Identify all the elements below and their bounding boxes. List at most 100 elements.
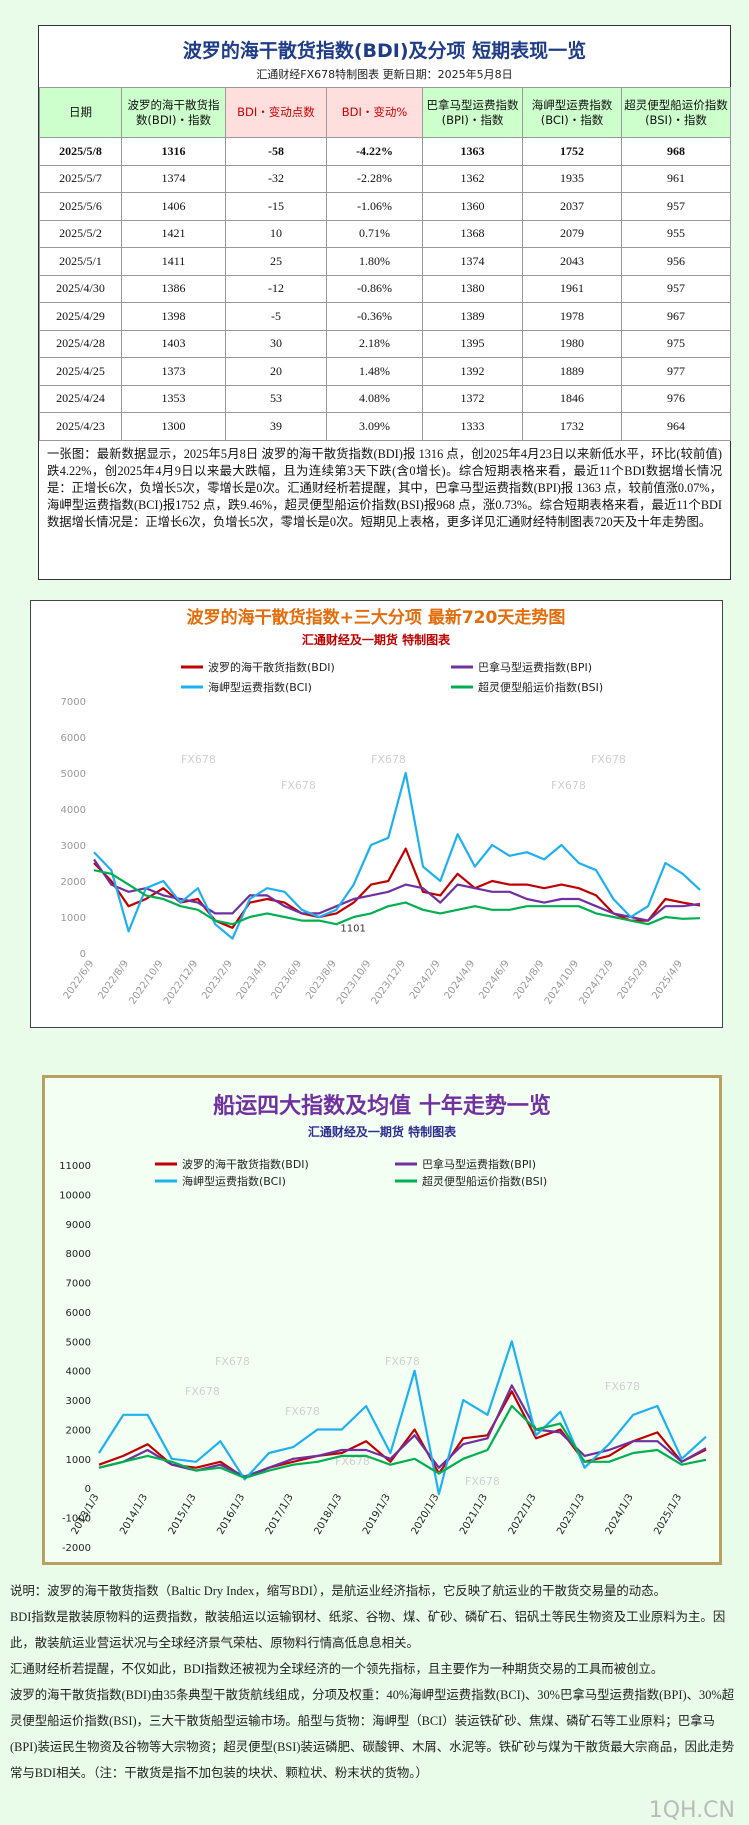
table-cell: -0.36% — [326, 302, 423, 331]
table-cell: 39 — [225, 412, 327, 441]
table-cell: 1333 — [422, 412, 523, 441]
y-tick-label: 2000 — [66, 1425, 91, 1436]
table-cell: 53 — [225, 384, 327, 413]
table-cell: 1300 — [121, 412, 226, 441]
table-cell: 1411 — [121, 247, 226, 276]
series-line — [93, 858, 701, 922]
x-tick-label: 2020/1/3 — [410, 1492, 442, 1536]
table-row: 2025/4/28 1403 30 2.18% 1395 1980 975 — [39, 329, 731, 358]
table-cell: 1368 — [422, 219, 523, 248]
watermark: FX678 — [335, 1455, 370, 1468]
x-tick-label: 2022/1/3 — [507, 1492, 539, 1536]
column-header: BDI・变动点数 — [225, 87, 327, 138]
series-line — [93, 771, 701, 940]
table-cell: 1421 — [121, 219, 226, 248]
x-tick-label: 2023/12/9 — [370, 958, 408, 1006]
legend-label: 海岬型运费指数(BCI) — [208, 680, 312, 694]
column-header: 巴拿马型运费指数(BPI)・指数 — [422, 87, 523, 138]
table-cell: 1961 — [522, 274, 622, 303]
x-tick-label: 2024/10/9 — [543, 958, 581, 1006]
legend-label: 超灵便型船运价指数(BSI) — [422, 1174, 547, 1188]
table-cell: 1362 — [422, 164, 523, 193]
table-cell: 955 — [621, 219, 731, 248]
chart-subtitle: 汇通财经及一期货 特制图表 — [308, 1124, 457, 1139]
y-tick-label: 1000 — [61, 913, 86, 924]
chart-panel: 船运四大指数及均值 十年走势一览 汇通财经及一期货 特制图表 FX678 FX678 F… — [42, 1075, 722, 1565]
table-cell: 2025/4/29 — [39, 302, 122, 331]
table-cell: 2025/4/25 — [39, 357, 122, 386]
watermark: FX678 — [605, 1380, 640, 1393]
table-cell: 957 — [621, 274, 731, 303]
x-tick-label: 2025/1/3 — [652, 1492, 684, 1536]
x-tick-label: 2021/1/3 — [458, 1492, 490, 1536]
table-cell: 30 — [225, 329, 327, 358]
table-cell: 1386 — [121, 274, 226, 303]
table-cell: 968 — [621, 137, 731, 166]
y-tick-label: 4000 — [66, 1367, 91, 1378]
note-paragraph: 波罗的海干散货指数(BDI)由35条典型干散货航线组成，分项及权重：40%海岬型… — [10, 1688, 735, 1780]
x-tick-label: 2022/8/9 — [96, 958, 131, 1001]
x-tick-label: 2018/1/3 — [312, 1492, 344, 1536]
table-cell: 1732 — [522, 412, 622, 441]
table-row: 2025/5/6 1406 -15 -1.06% 1360 2037 957 — [39, 192, 731, 221]
watermark: FX678 — [185, 1385, 220, 1398]
x-tick-label: 2024/1/3 — [604, 1492, 636, 1536]
table-cell: -12 — [225, 274, 327, 303]
x-tick-label: 2017/1/3 — [264, 1492, 296, 1536]
table-cell: -58 — [225, 137, 327, 166]
table-cell: 1363 — [422, 137, 523, 166]
table-cell: 1392 — [422, 357, 523, 386]
watermark: FX678 — [181, 753, 216, 766]
y-tick-label: 11000 — [59, 1161, 91, 1172]
note-paragraph: 汇通财经析若提醒，不仅如此，BDI指数还被视为全球经济的一个领先指标，且主要作为… — [10, 1662, 664, 1676]
table-cell: 4.08% — [326, 384, 423, 413]
table-cell: 2025/5/8 — [39, 137, 122, 166]
series-line — [98, 1404, 707, 1479]
x-tick-label: 2023/2/9 — [200, 958, 235, 1001]
series-line — [98, 1340, 707, 1496]
table-cell: 1374 — [422, 247, 523, 276]
table-row: 2025/5/7 1374 -32 -2.28% 1362 1935 961 — [39, 164, 731, 193]
x-tick-label: 2019/1/3 — [361, 1492, 393, 1536]
table-row: 2025/4/25 1373 20 1.48% 1392 1889 977 — [39, 357, 731, 386]
table-cell: -15 — [225, 192, 327, 221]
watermark: FX678 — [465, 1475, 500, 1488]
table-row: 2025/4/29 1398 -5 -0.36% 1389 1978 967 — [39, 302, 731, 331]
table-cell: 2043 — [522, 247, 622, 276]
watermark: FX678 — [385, 1355, 420, 1368]
legend-label: 巴拿马型运费指数(BPI) — [478, 660, 592, 674]
table-cell: -5 — [225, 302, 327, 331]
y-tick-label: 8000 — [66, 1249, 91, 1260]
watermark: FX678 — [551, 779, 586, 792]
table-cell: 2025/5/1 — [39, 247, 122, 276]
x-tick-label: 2015/1/3 — [167, 1492, 199, 1536]
table-cell: 964 — [621, 412, 731, 441]
table-cell: 2079 — [522, 219, 622, 248]
note-paragraph: BDI指数是散装原物料的运费指数，散装船运以运输钢材、纸浆、谷物、煤、矿砂、磷矿… — [10, 1610, 726, 1650]
table-cell: 2037 — [522, 192, 622, 221]
series-line — [93, 869, 701, 926]
table-cell: 1372 — [422, 384, 523, 413]
y-tick-label: 3000 — [66, 1396, 91, 1407]
note-paragraph: 说明：波罗的海干散货指数（Baltic Dry Index，缩写BDI），是航运… — [10, 1584, 666, 1598]
table-cell: 975 — [621, 329, 731, 358]
table-cell: 1980 — [522, 329, 622, 358]
y-tick-label: -1000 — [62, 1514, 91, 1525]
chart-subtitle: 汇通财经及一期货 特制图表 — [302, 632, 451, 647]
table-cell: 1373 — [121, 357, 226, 386]
table-body: 2025/5/8 1316 -58 -4.22% 1363 1752 968 2025/5/7… — [39, 137, 731, 441]
watermark: FX678 — [215, 1355, 250, 1368]
table-cell: -1.06% — [326, 192, 423, 221]
column-header: 日期 — [39, 87, 122, 138]
table-cell: -0.86% — [326, 274, 423, 303]
table-cell: 0.71% — [326, 219, 423, 248]
column-header: BDI・变动% — [326, 87, 423, 138]
x-tick-label: 2025/2/9 — [616, 958, 651, 1001]
x-tick-label: 2023/8/9 — [304, 958, 339, 1001]
y-tick-label: 3000 — [61, 841, 86, 852]
y-tick-label: 6000 — [66, 1308, 91, 1319]
notes: 说明：波罗的海干散货指数（Baltic Dry Index，缩写BDI），是航运… — [10, 1578, 742, 1786]
y-tick-label: 1000 — [66, 1455, 91, 1466]
table-cell: 2025/4/28 — [39, 329, 122, 358]
